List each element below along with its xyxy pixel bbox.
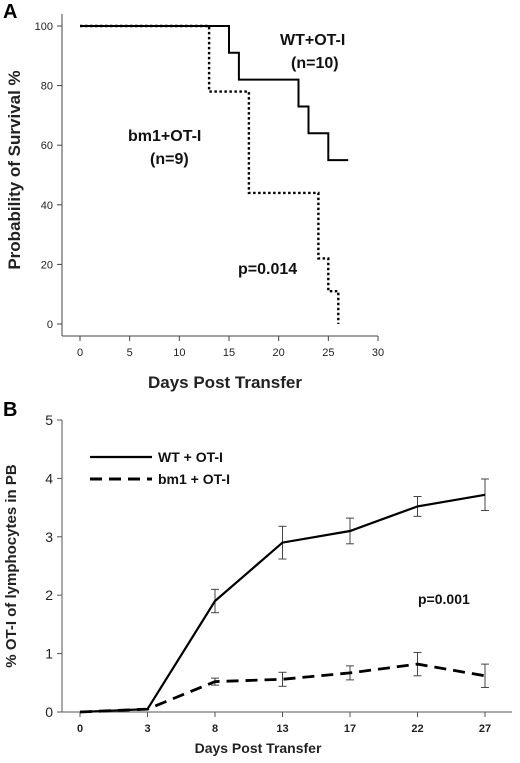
panel-a-axes — [61, 14, 378, 337]
panel-b-x-tick-label: 17 — [344, 723, 356, 735]
panel-a-letter: A — [3, 1, 17, 23]
panel-b-legend: WT + OT-I bm1 + OT-I — [90, 449, 230, 487]
legend-label-bm1-ot-i-b: bm1 + OT-I — [158, 471, 230, 487]
panel-b-x-tick-label: 8 — [212, 723, 218, 735]
panel-b-letter: B — [3, 399, 17, 421]
panel-b-y-tick-label: 3 — [45, 529, 53, 545]
panel-a: A 0 5 10 15 20 25 30 0 20 40 60 80 100 Days Post Tra… — [3, 1, 384, 392]
panel-a-y-tick-label: 100 — [35, 21, 53, 33]
panel-b-y-tick-label: 5 — [45, 412, 53, 428]
panel-a-y-tick-label: 80 — [41, 81, 53, 93]
panel-a-x-axis-title: Days Post Transfer — [148, 373, 302, 392]
panel-b-y-tick-label: 0 — [45, 704, 53, 720]
panel-b: B 0 3 8 13 17 22 27 0 1 2 3 4 5 WT + OT-I bm1 + OT-I… — [3, 399, 512, 756]
panel-a-y-tick-label: 20 — [41, 259, 53, 271]
panel-b-x-tick-label: 0 — [77, 723, 83, 735]
panel-a-y-tick-label: 60 — [41, 140, 53, 152]
panel-b-x-tick-label: 13 — [276, 723, 288, 735]
panel-a-ticks: 0 5 10 15 20 25 30 0 20 40 60 80 100 — [35, 21, 384, 359]
panel-a-x-tick-label: 0 — [77, 347, 83, 359]
series-line-bm1-ot-i — [79, 662, 486, 714]
panel-a-series — [80, 24, 349, 324]
panel-b-ticks: 0 3 8 13 17 22 27 0 1 2 3 4 5 — [45, 412, 491, 735]
legend-label-wt-ot-i-b: WT + OT-I — [158, 449, 223, 465]
panel-a-y-axis-title: Probability of Survival % — [5, 70, 24, 269]
panel-b-y-tick-label: 4 — [45, 470, 53, 486]
legend-label-bm1-ot-i: bm1+OT-I — [128, 128, 201, 145]
panel-b-y-tick-label: 2 — [45, 587, 53, 603]
panel-b-x-axis-title: Days Post Transfer — [195, 740, 322, 756]
panel-a-x-tick-label: 5 — [127, 347, 133, 359]
panel-b-x-tick-label: 22 — [411, 723, 423, 735]
panel-a-y-tick-label: 0 — [47, 319, 53, 331]
panel-a-p-value: p=0.014 — [238, 261, 297, 278]
panel-b-x-tick-label: 3 — [144, 723, 150, 735]
legend-label-wt-ot-i: WT+OT-I — [280, 32, 345, 49]
panel-a-x-tick-label: 30 — [372, 347, 384, 359]
legend-n-bm1-ot-i: (n=9) — [150, 151, 189, 168]
panel-b-axes — [61, 420, 512, 713]
panel-a-y-tick-label: 40 — [41, 200, 53, 212]
panel-a-x-tick-label: 25 — [322, 347, 334, 359]
panel-b-y-axis-title: % OT-I of lymphocytes in PB — [3, 464, 20, 668]
panel-b-p-value: p=0.001 — [418, 591, 470, 607]
survival-curve-wt-ot-i — [80, 25, 349, 162]
legend-n-wt-ot-i: (n=10) — [291, 55, 339, 72]
panel-b-x-tick-label: 27 — [479, 723, 491, 735]
panel-b-series — [79, 478, 489, 714]
panel-a-x-tick-label: 20 — [273, 347, 285, 359]
panel-a-x-tick-label: 10 — [173, 347, 185, 359]
survival-curve-bm1-ot-i — [80, 24, 340, 324]
panel-b-y-tick-label: 1 — [45, 646, 53, 662]
panel-a-x-tick-label: 15 — [223, 347, 235, 359]
